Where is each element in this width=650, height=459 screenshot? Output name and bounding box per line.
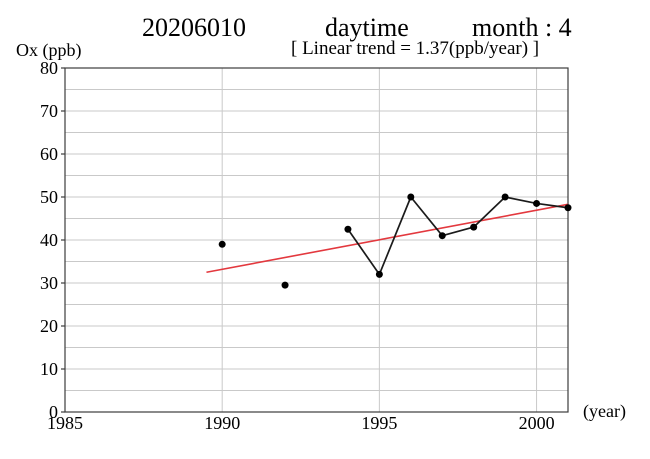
data-point-marker	[501, 193, 509, 201]
data-series-line	[347, 196, 569, 276]
y-tick-label: 0	[49, 402, 58, 422]
data-point-marker	[375, 270, 383, 278]
data-point-marker	[564, 204, 572, 212]
chart-subtitle-linear-trend: [ Linear trend = 1.37(ppb/year) ]	[291, 38, 540, 59]
y-tick-label: 60	[40, 144, 58, 164]
data-point-marker	[407, 193, 415, 201]
data-point-marker	[470, 223, 478, 231]
chart-title-station-id: 20206010	[142, 13, 246, 42]
data-point-marker	[218, 240, 226, 248]
y-axis-title: Ox (ppb)	[16, 40, 82, 60]
y-tick-label: 10	[40, 359, 58, 379]
y-tick-label: 70	[40, 101, 58, 121]
y-tick-label: 50	[40, 187, 58, 207]
x-tick-label: 1990	[204, 413, 240, 433]
y-tick-label: 30	[40, 273, 58, 293]
chart-title-period: daytime	[325, 13, 409, 42]
x-tick-label: 2000	[519, 413, 555, 433]
linear-trend-line	[206, 203, 569, 274]
x-tick-label: 1995	[361, 413, 397, 433]
data-point-marker	[344, 225, 352, 233]
data-point-marker	[533, 199, 541, 207]
data-point-marker	[438, 232, 446, 240]
x-axis-unit-label: (year)	[583, 401, 626, 421]
y-tick-label: 20	[40, 316, 58, 336]
x-tick-label: 1985	[47, 413, 83, 433]
y-tick-label: 80	[40, 58, 58, 78]
chart-title-month: month : 4	[472, 13, 572, 42]
data-point-marker	[281, 281, 289, 289]
y-tick-label: 40	[40, 230, 58, 250]
